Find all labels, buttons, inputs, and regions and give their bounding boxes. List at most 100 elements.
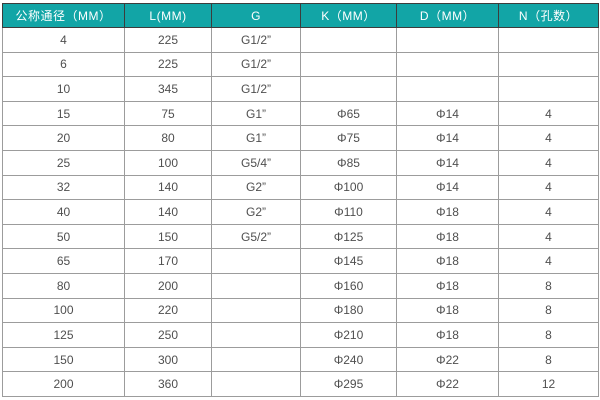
table-row: 4 225 G1/2” — [2, 27, 599, 53]
table-cell: 10 — [2, 76, 125, 102]
table-cell: 200 — [124, 272, 212, 299]
table-cell: Φ85 — [300, 149, 397, 176]
table-row: 20 80 G1” Φ75 Φ14 4 — [2, 125, 599, 151]
table-cell: 50 — [2, 223, 125, 250]
table-cell: Φ14 — [396, 100, 499, 127]
table-row: 25 100 G5/4” Φ85 Φ14 4 — [2, 149, 599, 176]
table-cell — [211, 346, 301, 373]
table-cell — [211, 322, 301, 348]
table-cell: 150 — [124, 223, 212, 250]
table-cell: 75 — [124, 100, 212, 127]
table-cell: 4 — [2, 27, 125, 53]
table-cell: 100 — [2, 297, 125, 324]
table-cell: Φ18 — [396, 322, 499, 348]
table-cell — [211, 248, 301, 274]
table-cell: 4 — [498, 149, 599, 176]
table-cell: 12 — [498, 371, 599, 397]
header-row: 公称通径（MM） L(MM) G K（MM） D（MM） N（孔数） — [2, 3, 599, 28]
table-cell: 140 — [124, 174, 212, 201]
table-cell: 4 — [498, 100, 599, 127]
table-cell: Φ14 — [396, 174, 499, 201]
table-cell: G1/2” — [211, 76, 301, 102]
table-cell: 100 — [124, 149, 212, 176]
table-cell: 225 — [124, 27, 212, 53]
column-header-k: K（MM） — [300, 3, 397, 28]
table-cell: Φ14 — [396, 125, 499, 151]
table-cell: Φ18 — [396, 272, 499, 299]
table-cell: Φ145 — [300, 248, 397, 274]
table-row: 80 200 Φ160 Φ18 8 — [2, 272, 599, 299]
table-cell: 4 — [498, 174, 599, 201]
table-cell — [396, 51, 499, 78]
table-cell: G2” — [211, 174, 301, 201]
table-cell — [498, 27, 599, 53]
table-cell — [300, 51, 397, 78]
table-row: 40 140 G2” Φ110 Φ18 4 — [2, 199, 599, 225]
table-cell: 220 — [124, 297, 212, 324]
table-cell: G1” — [211, 125, 301, 151]
table-cell: 250 — [124, 322, 212, 348]
table-cell: 200 — [2, 371, 125, 397]
table-cell: 80 — [2, 272, 125, 299]
table-cell — [211, 272, 301, 299]
column-header-g: G — [211, 3, 301, 28]
table-cell: G2” — [211, 199, 301, 225]
table-cell: 40 — [2, 199, 125, 225]
table-cell: G1/2” — [211, 27, 301, 53]
table-cell: 4 — [498, 199, 599, 225]
table-cell: 32 — [2, 174, 125, 201]
table-cell: Φ295 — [300, 371, 397, 397]
table-cell: 6 — [2, 51, 125, 78]
table-cell: Φ75 — [300, 125, 397, 151]
table-cell: Φ125 — [300, 223, 397, 250]
table-cell: 150 — [2, 346, 125, 373]
table-cell — [211, 297, 301, 324]
table-cell: Φ160 — [300, 272, 397, 299]
table-cell: 125 — [2, 322, 125, 348]
table-row: 32 140 G2” Φ100 Φ14 4 — [2, 174, 599, 201]
table-cell: G1” — [211, 100, 301, 127]
table-row: 15 75 G1” Φ65 Φ14 4 — [2, 100, 599, 127]
table-head: 公称通径（MM） L(MM) G K（MM） D（MM） N（孔数） — [2, 3, 599, 28]
table-cell — [300, 27, 397, 53]
table-cell: 8 — [498, 346, 599, 373]
column-header-n-holes: N（孔数） — [498, 3, 599, 28]
table-cell: Φ210 — [300, 322, 397, 348]
table-cell: Φ65 — [300, 100, 397, 127]
table-cell: Φ18 — [396, 297, 499, 324]
table-cell — [396, 76, 499, 102]
table-cell: 225 — [124, 51, 212, 78]
table-cell: 8 — [498, 297, 599, 324]
table-row: 200 360 Φ295 Φ22 12 — [2, 371, 599, 397]
table-body: 4 225 G1/2” 6 225 G1/2” 10 345 G1/2” 15 75 G1” Φ65 Φ1… — [2, 27, 599, 397]
table-cell: 4 — [498, 248, 599, 274]
table-cell: 4 — [498, 125, 599, 151]
table-cell: Φ180 — [300, 297, 397, 324]
column-header-l: L(MM) — [124, 3, 212, 28]
table-row: 125 250 Φ210 Φ18 8 — [2, 322, 599, 348]
table-cell: Φ110 — [300, 199, 397, 225]
table-cell — [396, 27, 499, 53]
table-cell: Φ240 — [300, 346, 397, 373]
table-cell: 80 — [124, 125, 212, 151]
table-cell: 140 — [124, 199, 212, 225]
table-cell — [498, 76, 599, 102]
table-row: 100 220 Φ180 Φ18 8 — [2, 297, 599, 324]
table-cell: G5/4” — [211, 149, 301, 176]
table-container: 公称通径（MM） L(MM) G K（MM） D（MM） N（孔数） 4 225 G… — [2, 3, 599, 397]
spec-table: 公称通径（MM） L(MM) G K（MM） D（MM） N（孔数） 4 225 G… — [2, 3, 599, 397]
table-cell: 170 — [124, 248, 212, 274]
table-cell: Φ18 — [396, 248, 499, 274]
table-cell: G5/2” — [211, 223, 301, 250]
table-cell: 300 — [124, 346, 212, 373]
table-cell: 360 — [124, 371, 212, 397]
column-header-d: D（MM） — [396, 3, 499, 28]
table-cell: Φ14 — [396, 149, 499, 176]
column-header-nominal-diameter: 公称通径（MM） — [2, 3, 125, 28]
table-cell: 20 — [2, 125, 125, 151]
table-row: 150 300 Φ240 Φ22 8 — [2, 346, 599, 373]
table-cell: Φ22 — [396, 371, 499, 397]
table-cell — [300, 76, 397, 102]
table-cell: Φ100 — [300, 174, 397, 201]
table-cell: Φ18 — [396, 199, 499, 225]
